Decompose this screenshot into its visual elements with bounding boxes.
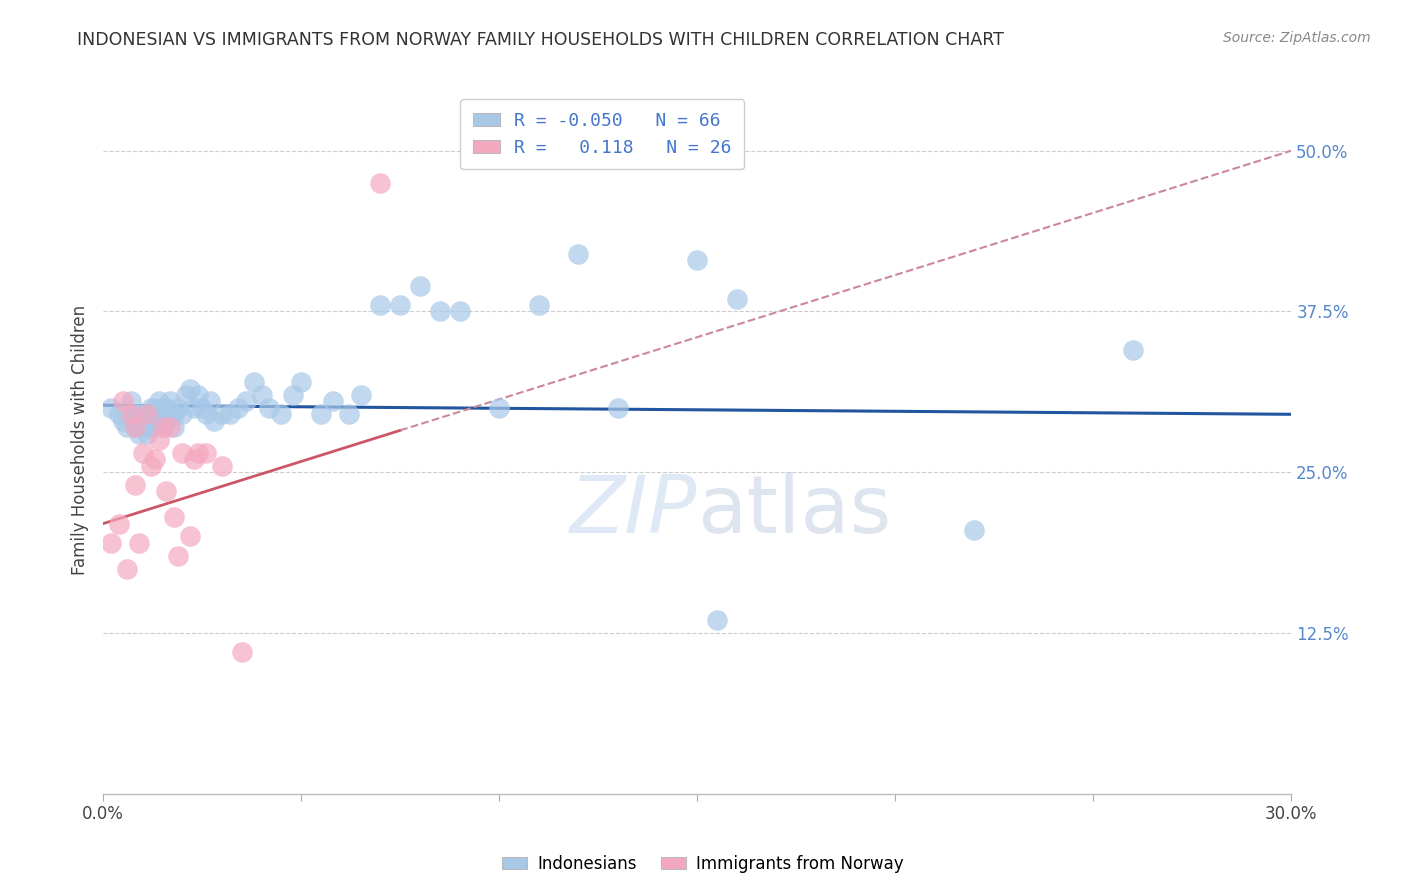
- Point: [128, 426, 150, 441]
- Point: [115, 420, 138, 434]
- Point: [567, 246, 589, 260]
- Point: [155, 401, 177, 415]
- Point: [163, 420, 186, 434]
- Point: [128, 407, 150, 421]
- Point: [124, 420, 146, 434]
- Point: [135, 407, 157, 421]
- Point: [283, 388, 305, 402]
- Point: [135, 407, 157, 421]
- Point: [349, 388, 371, 402]
- Point: [488, 401, 510, 415]
- Point: [290, 375, 312, 389]
- Point: [148, 407, 170, 421]
- Point: [706, 613, 728, 627]
- Point: [148, 433, 170, 447]
- Point: [183, 452, 205, 467]
- Point: [100, 536, 122, 550]
- Point: [111, 394, 134, 409]
- Point: [231, 645, 253, 659]
- Point: [370, 298, 392, 312]
- Point: [132, 407, 155, 421]
- Text: atlas: atlas: [697, 472, 891, 549]
- Point: [155, 484, 177, 499]
- Point: [179, 529, 201, 543]
- Point: [124, 407, 146, 421]
- Point: [449, 304, 471, 318]
- Point: [389, 298, 412, 312]
- Point: [725, 292, 748, 306]
- Point: [111, 414, 134, 428]
- Point: [235, 394, 257, 409]
- Point: [100, 401, 122, 415]
- Point: [211, 407, 233, 421]
- Point: [211, 458, 233, 473]
- Text: ZIP: ZIP: [569, 472, 697, 549]
- Point: [527, 298, 550, 312]
- Point: [322, 394, 344, 409]
- Point: [202, 414, 225, 428]
- Point: [163, 407, 186, 421]
- Point: [198, 394, 221, 409]
- Point: [163, 510, 186, 524]
- Point: [135, 426, 157, 441]
- Y-axis label: Family Households with Children: Family Households with Children: [72, 305, 89, 575]
- Point: [429, 304, 451, 318]
- Point: [152, 420, 174, 434]
- Point: [187, 446, 209, 460]
- Point: [124, 478, 146, 492]
- Point: [187, 388, 209, 402]
- Point: [139, 458, 162, 473]
- Point: [167, 549, 190, 563]
- Text: Source: ZipAtlas.com: Source: ZipAtlas.com: [1223, 31, 1371, 45]
- Point: [270, 407, 292, 421]
- Point: [115, 561, 138, 575]
- Point: [172, 407, 194, 421]
- Point: [120, 407, 142, 421]
- Text: INDONESIAN VS IMMIGRANTS FROM NORWAY FAMILY HOUSEHOLDS WITH CHILDREN CORRELATION: INDONESIAN VS IMMIGRANTS FROM NORWAY FAM…: [77, 31, 1004, 49]
- Point: [176, 388, 198, 402]
- Point: [152, 401, 174, 415]
- Point: [159, 407, 181, 421]
- Point: [195, 446, 218, 460]
- Point: [143, 452, 166, 467]
- Point: [963, 523, 986, 537]
- Point: [686, 252, 709, 267]
- Point: [172, 446, 194, 460]
- Point: [167, 401, 190, 415]
- Point: [124, 420, 146, 434]
- Point: [195, 407, 218, 421]
- Point: [139, 420, 162, 434]
- Point: [139, 401, 162, 415]
- Point: [250, 388, 273, 402]
- Legend: Indonesians, Immigrants from Norway: Indonesians, Immigrants from Norway: [495, 848, 911, 880]
- Point: [183, 401, 205, 415]
- Point: [309, 407, 332, 421]
- Point: [128, 536, 150, 550]
- Point: [409, 278, 432, 293]
- Point: [242, 375, 264, 389]
- Point: [226, 401, 249, 415]
- Point: [143, 401, 166, 415]
- Point: [191, 401, 214, 415]
- Point: [120, 394, 142, 409]
- Point: [159, 420, 181, 434]
- Point: [607, 401, 630, 415]
- Point: [148, 394, 170, 409]
- Point: [152, 420, 174, 434]
- Point: [132, 446, 155, 460]
- Point: [337, 407, 360, 421]
- Point: [132, 420, 155, 434]
- Legend: R = -0.050   N = 66, R =   0.118   N = 26: R = -0.050 N = 66, R = 0.118 N = 26: [460, 99, 744, 169]
- Point: [259, 401, 281, 415]
- Point: [1122, 343, 1144, 357]
- Point: [179, 382, 201, 396]
- Point: [155, 414, 177, 428]
- Point: [370, 176, 392, 190]
- Point: [108, 407, 131, 421]
- Point: [218, 407, 240, 421]
- Point: [120, 407, 142, 421]
- Point: [108, 516, 131, 531]
- Point: [143, 414, 166, 428]
- Point: [159, 394, 181, 409]
